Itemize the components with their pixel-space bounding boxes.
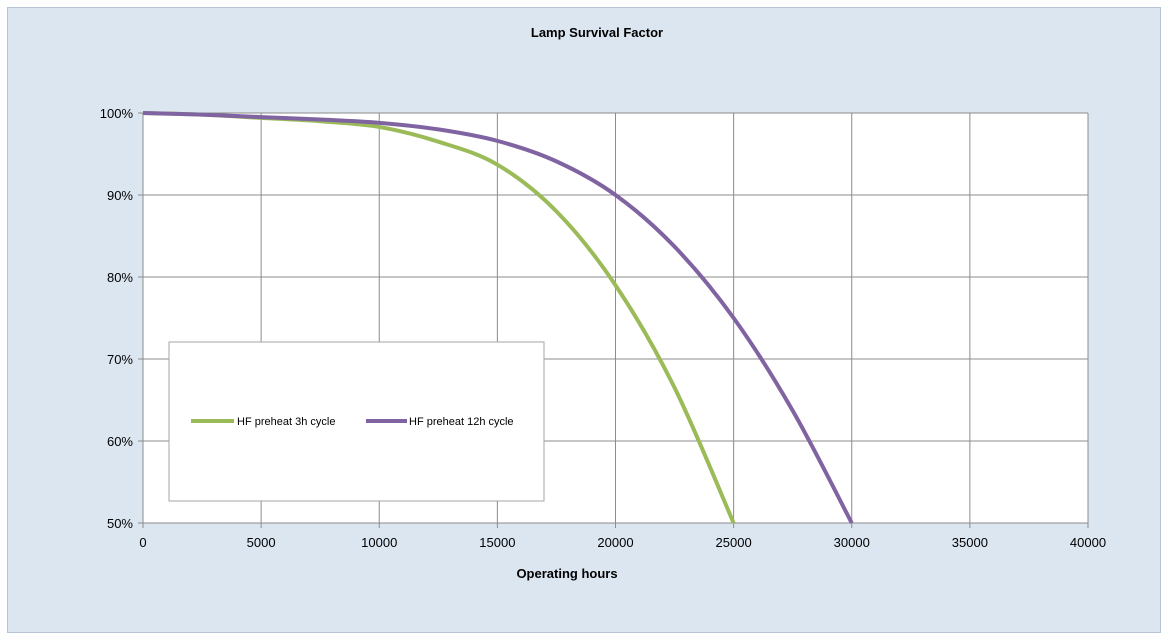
legend-label-series-2: HF preheat 12h cycle: [409, 416, 514, 428]
x-tick-label: 5000: [247, 535, 276, 550]
x-tick-label: 40000: [1070, 535, 1106, 550]
legend-label-series-1: HF preheat 3h cycle: [237, 416, 335, 428]
series-lines: [142, 111, 854, 524]
legend: HF preheat 3h cycle HF preheat 12h cycle: [168, 341, 545, 502]
y-tick-label: 50%: [107, 516, 133, 531]
x-tick-label: 10000: [361, 535, 397, 550]
y-tick-label: 70%: [107, 352, 133, 367]
x-tick-label: 30000: [834, 535, 870, 550]
y-tick-label: 90%: [107, 188, 133, 203]
chart-title: Lamp Survival Factor: [531, 25, 663, 40]
tick-labels: 0 5000 10000 15000 20000 25000 30000 35000 40000…: [100, 106, 1106, 550]
x-tick-label: 0: [139, 535, 146, 550]
x-tick-label: 25000: [716, 535, 752, 550]
line-chart: Lamp Survival Factor 0 5000 10000 15000 2000…: [100, 25, 1106, 581]
y-tick-label: 80%: [107, 270, 133, 285]
chart-area: Lamp Survival Factor 0 5000 10000 15000 2000…: [7, 7, 1161, 633]
x-tick-label: 35000: [952, 535, 988, 550]
y-tick-label: 100%: [100, 106, 134, 121]
series-line-2: [142, 111, 854, 524]
axes: [138, 112, 1089, 528]
x-axis-title: Operating hours: [516, 566, 617, 581]
y-tick-label: 60%: [107, 434, 133, 449]
x-tick-label: 20000: [597, 535, 633, 550]
x-tick-label: 15000: [479, 535, 515, 550]
